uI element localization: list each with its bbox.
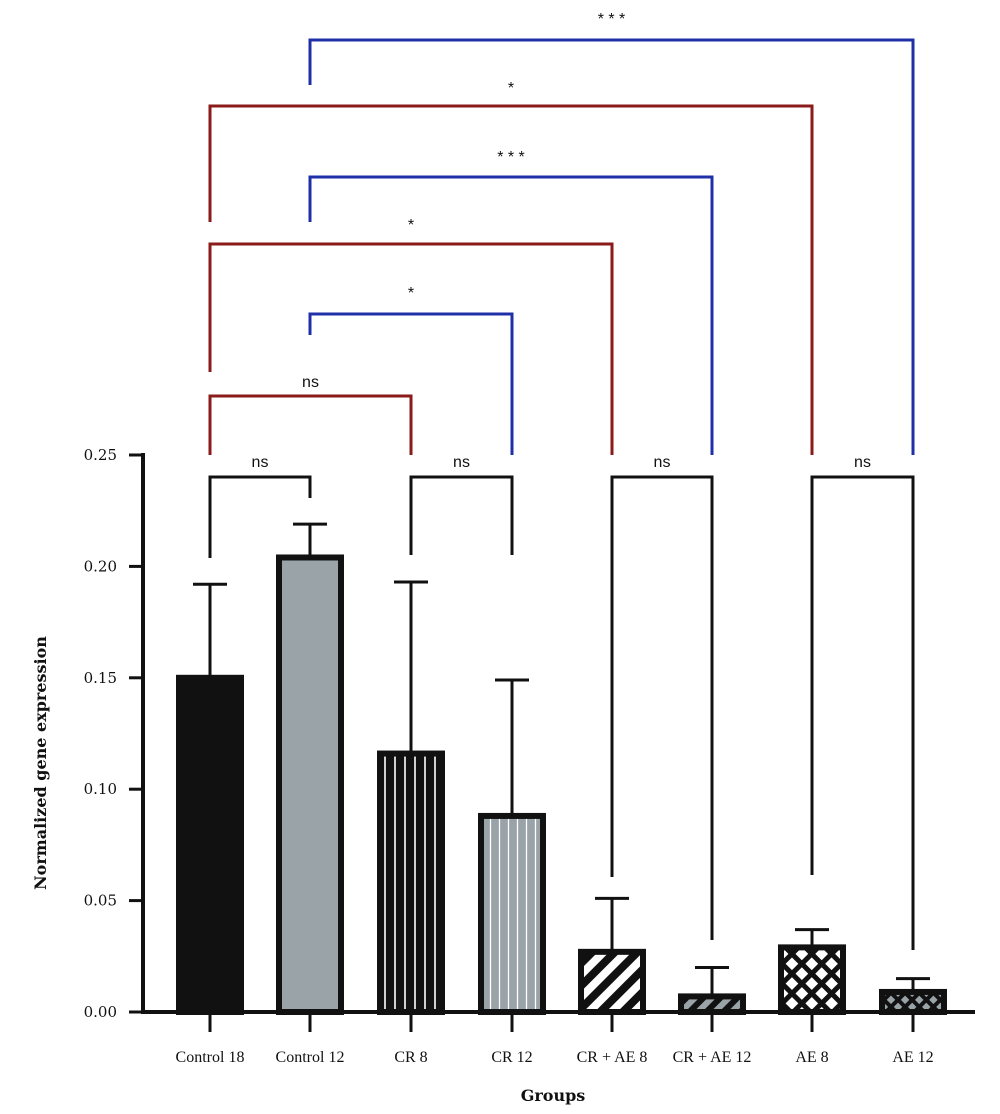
comparison-bracket-8: [208, 104, 814, 455]
bars-group: [176, 522, 947, 1015]
x-tick-label-3: CR 12: [491, 1049, 532, 1066]
bar-6: [778, 944, 846, 1015]
x-tick-label-4: CR + AE 8: [577, 1049, 648, 1066]
comparison-label-4: ns: [302, 374, 319, 391]
comparison-bracket-7: [308, 175, 714, 455]
y-tick-label-1: 0.05: [84, 892, 117, 910]
comparison-label-0: ns: [252, 454, 269, 471]
comparison-label-3: ns: [854, 454, 871, 471]
bar-5: [678, 993, 746, 1015]
x-tick-label-6: AE 8: [795, 1049, 828, 1066]
bar-3: [478, 812, 546, 1015]
bar-7: [879, 988, 947, 1015]
x-tick-label-7: AE 12: [892, 1049, 933, 1066]
comparison-bracket-0: [208, 475, 312, 558]
comparison-label-9: * * *: [598, 11, 626, 28]
comparison-bracket-1: [409, 475, 514, 555]
bar-0: [176, 674, 244, 1015]
comparison-label-6: *: [408, 217, 414, 234]
y-tick-label-0: 0.00: [84, 1003, 117, 1021]
comparison-label-2: ns: [654, 454, 671, 471]
x-tick-label-1: Control 12: [276, 1049, 345, 1066]
y-tick-label-2: 0.10: [84, 780, 117, 798]
comparison-bracket-2: [610, 475, 714, 940]
axes-group: 0.00 0.05 0.10 0.15 0.20 0.25 Control 18 Contro…: [84, 446, 975, 1066]
y-tick-label-5: 0.25: [84, 446, 117, 464]
bar-1: [276, 554, 344, 1015]
comparison-label-5: *: [408, 285, 414, 302]
y-tick-label-4: 0.20: [84, 557, 117, 575]
comparison-bracket-6: [208, 242, 614, 455]
y-axis-title: Normalized gene expression: [31, 636, 50, 890]
comparison-label-7: * * *: [497, 149, 525, 166]
comparison-label-1: ns: [453, 454, 470, 471]
x-tick-label-5: CR + AE 12: [673, 1049, 752, 1066]
comparison-bracket-9: [308, 38, 915, 455]
x-axis-title: Groups: [521, 1086, 586, 1105]
bar-2: [377, 750, 445, 1015]
comparison-bracket-3: [810, 475, 915, 950]
y-tick-label-3: 0.15: [84, 669, 117, 687]
bar-4: [578, 948, 646, 1015]
comparison-bracket-4: [208, 394, 413, 455]
x-tick-label-2: CR 8: [394, 1049, 427, 1066]
comparison-label-8: *: [508, 80, 514, 97]
x-tick-label-0: Control 18: [176, 1049, 245, 1066]
comparison-bracket-5: [308, 312, 514, 455]
significance-brackets: ns ns ns ns ns * * * * * * * * *: [208, 11, 915, 950]
